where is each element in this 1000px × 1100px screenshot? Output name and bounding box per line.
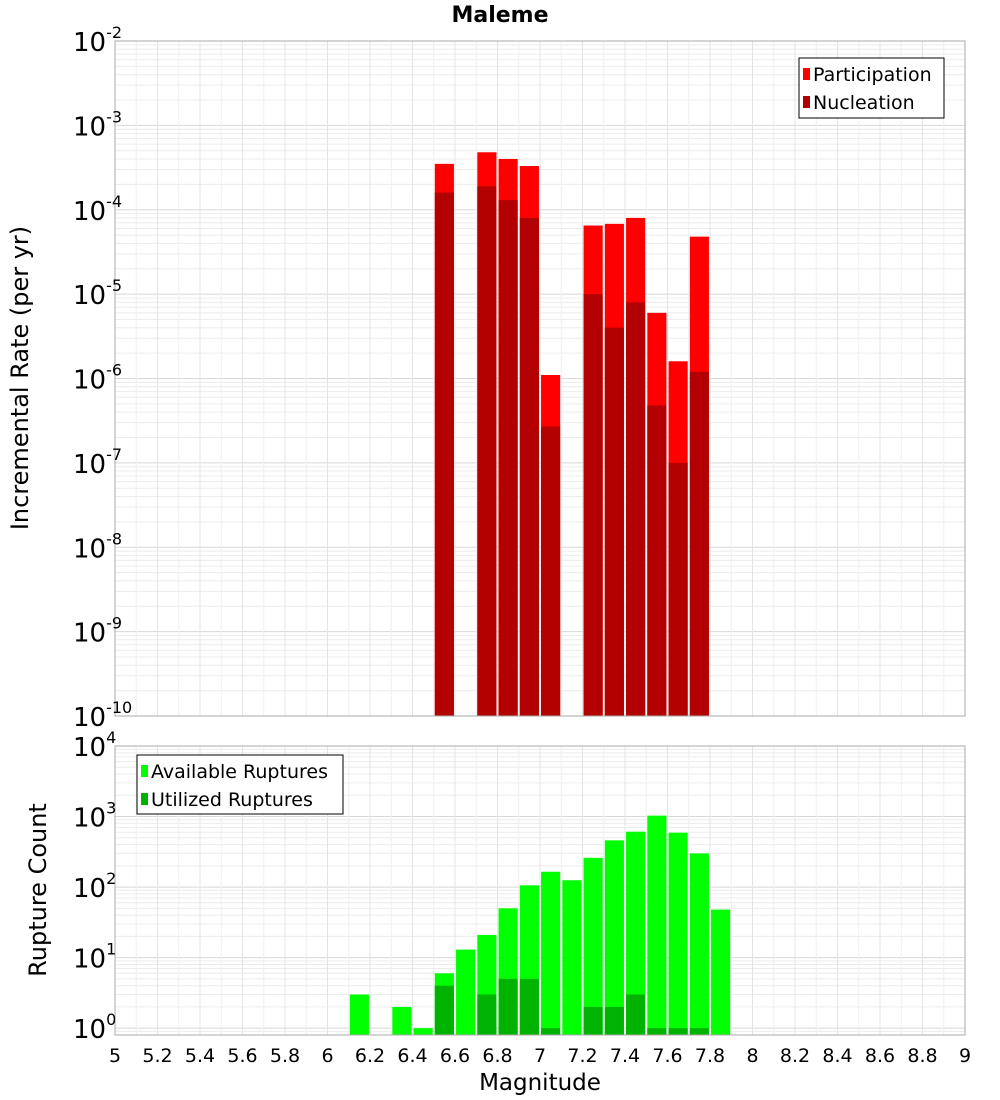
- y-axis-label-rate: Incremental Rate (per yr): [6, 226, 34, 530]
- y-tick-label: 100: [73, 1010, 116, 1045]
- x-tick-label: 7.4: [610, 1045, 640, 1067]
- legend-label: Nucleation: [813, 92, 915, 114]
- x-tick-label: 7.8: [695, 1045, 725, 1067]
- bar: [541, 426, 561, 716]
- bar: [604, 327, 624, 716]
- bar: [668, 462, 688, 716]
- bar: [562, 880, 582, 1035]
- bar: [604, 1006, 624, 1035]
- x-tick-label: 8.6: [865, 1045, 895, 1067]
- y-axis-label-count: Rupture Count: [24, 803, 52, 977]
- y-tick-label: 103: [73, 799, 116, 834]
- bar: [519, 217, 539, 716]
- bar: [541, 1028, 561, 1035]
- bar: [392, 1006, 412, 1035]
- bar: [711, 909, 731, 1035]
- y-tick-labels: 100 101 102 103 104: [73, 728, 116, 1045]
- y-tick-label: 10-9: [73, 614, 122, 649]
- x-tick-label: 6.2: [355, 1045, 385, 1067]
- chart-title: Maleme: [451, 3, 548, 28]
- bar: [647, 1028, 667, 1035]
- rate-panel: 10-10 10-9 10-8 10-7 10-6 10-5 10-4 10-3 10-2 Par…: [73, 23, 966, 733]
- x-tick-label: 8.4: [822, 1045, 852, 1067]
- bar: [498, 978, 518, 1035]
- legend-swatch: [803, 68, 810, 80]
- bar: [541, 871, 561, 1035]
- bar: [498, 200, 518, 716]
- bar: [668, 1028, 688, 1035]
- x-tick-label: 5: [109, 1045, 121, 1067]
- y-tick-label: 10-7: [73, 445, 122, 480]
- legend-swatch: [141, 793, 148, 805]
- bar: [477, 186, 497, 716]
- x-tick-label: 7.2: [567, 1045, 597, 1067]
- count-panel: 100 101 102 103 104 5 5.2 5.4 5.6 5.8 6 6.2 6.4 6.6 6.…: [73, 728, 971, 1067]
- bar: [626, 831, 646, 1035]
- bar: [477, 994, 497, 1035]
- x-tick-label: 5.6: [227, 1045, 257, 1067]
- y-tick-label: 10-10: [73, 698, 132, 733]
- x-tick-label: 5.8: [270, 1045, 300, 1067]
- x-tick-label: 6.8: [482, 1045, 512, 1067]
- x-tick-label: 9: [959, 1045, 971, 1067]
- x-tick-label: 8.2: [780, 1045, 810, 1067]
- bar: [434, 192, 454, 717]
- x-tick-label: 7: [534, 1045, 546, 1067]
- y-tick-label: 101: [73, 940, 116, 975]
- bar: [434, 985, 454, 1035]
- bar: [689, 371, 709, 716]
- x-tick-label: 7.6: [652, 1045, 682, 1067]
- series-utilized-ruptures: [434, 978, 709, 1035]
- x-tick-labels: 5 5.2 5.4 5.6 5.8 6 6.2 6.4 6.6 6.8 7 7.2 7.4 7.6 7.8 8…: [109, 1045, 971, 1067]
- y-tick-label: 10-5: [73, 276, 122, 311]
- y-tick-label: 102: [73, 869, 116, 904]
- x-tick-label: 6.6: [440, 1045, 470, 1067]
- y-tick-label: 10-8: [73, 529, 122, 564]
- y-tick-label: 10-6: [73, 361, 122, 396]
- plot-frame: [114, 745, 966, 1036]
- bar: [689, 853, 709, 1035]
- legend-swatch: [141, 765, 148, 777]
- x-tick-label: 8: [746, 1045, 758, 1067]
- plot-frame: [114, 40, 966, 717]
- x-tick-label: 6.4: [397, 1045, 427, 1067]
- x-tick-label: 8.8: [907, 1045, 937, 1067]
- bar: [604, 840, 624, 1035]
- legend-label: Participation: [813, 64, 932, 86]
- legend: Available Ruptures Utilized Ruptures: [136, 754, 344, 815]
- bar: [583, 1006, 603, 1035]
- bar: [626, 302, 646, 716]
- bar: [413, 1028, 433, 1035]
- x-tick-label: 5.2: [142, 1045, 172, 1067]
- legend-swatch: [803, 96, 810, 108]
- legend-box: [136, 754, 344, 815]
- bar: [583, 294, 603, 716]
- bar: [668, 832, 688, 1035]
- legend: Participation Nucleation: [798, 57, 945, 119]
- y-tick-label: 10-4: [73, 192, 122, 227]
- y-tick-label: 104: [73, 728, 116, 763]
- x-axis-label: Magnitude: [479, 1070, 601, 1096]
- grid: [114, 40, 966, 717]
- series-nucleation: [434, 186, 709, 717]
- bar: [626, 994, 646, 1035]
- bar: [647, 405, 667, 716]
- y-tick-labels: 10-10 10-9 10-8 10-7 10-6 10-5 10-4 10-3 10-2: [73, 23, 132, 733]
- bar: [583, 857, 603, 1035]
- legend-box: [798, 57, 945, 119]
- y-tick-label: 10-2: [73, 23, 122, 58]
- bar: [647, 815, 667, 1035]
- bar: [349, 994, 369, 1035]
- bar: [689, 1028, 709, 1035]
- bar: [456, 949, 476, 1035]
- bar: [519, 978, 539, 1035]
- x-tick-label: 5.4: [185, 1045, 215, 1067]
- y-tick-label: 10-3: [73, 107, 122, 142]
- legend-label: Available Ruptures: [151, 761, 328, 783]
- legend-label: Utilized Ruptures: [151, 789, 313, 811]
- x-tick-label: 6: [321, 1045, 333, 1067]
